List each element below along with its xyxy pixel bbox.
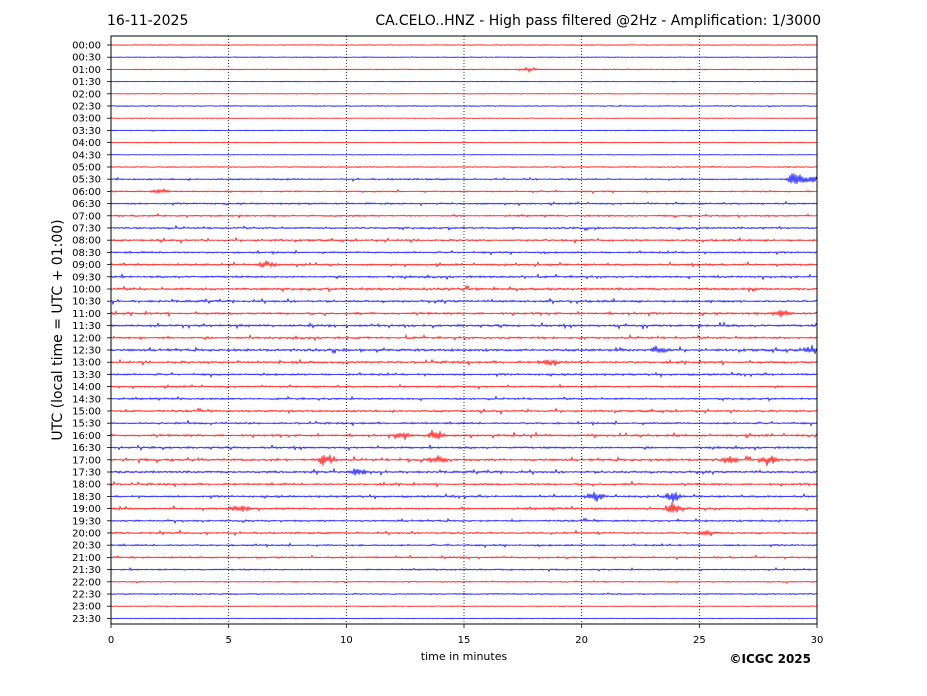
- trace-1430: [110, 395, 818, 402]
- row-label-0230: 02:30: [72, 102, 101, 113]
- row-label-1400: 14:00: [72, 382, 101, 393]
- trace-0500: [110, 165, 818, 169]
- row-label-2000: 20:00: [72, 529, 101, 540]
- x-tick-label-15: 15: [458, 635, 471, 646]
- row-label-2200: 22:00: [72, 577, 101, 588]
- row-label-0200: 02:00: [72, 89, 101, 100]
- date-label: 16-11-2025: [107, 13, 188, 29]
- trace-0630: [110, 200, 818, 207]
- row-label-1100: 11:00: [72, 309, 101, 320]
- trace-1830: [110, 492, 818, 503]
- x-tick-label-30: 30: [811, 635, 824, 646]
- trace-0530: [110, 173, 818, 185]
- row-label-1630: 16:30: [72, 443, 101, 454]
- row-label-1230: 12:30: [72, 346, 101, 357]
- row-label-1700: 17:00: [72, 455, 101, 466]
- row-label-0000: 00:00: [72, 41, 101, 52]
- row-label-1300: 13:00: [72, 358, 101, 369]
- x-ticks-group: 0 5 10 15 20 25 30: [108, 624, 824, 646]
- trace-1100: [110, 309, 818, 318]
- trace-1400: [110, 383, 818, 390]
- row-label-0600: 06:00: [72, 187, 101, 198]
- row-label-1500: 15:00: [72, 407, 101, 418]
- row-label-0330: 03:30: [72, 126, 101, 137]
- row-label-0430: 04:30: [72, 150, 101, 161]
- copyright-label: ©ICGC 2025: [729, 652, 811, 666]
- row-label-0100: 01:00: [72, 65, 101, 76]
- trace-1330: [110, 371, 818, 378]
- trace-1130: [110, 321, 818, 330]
- row-label-1600: 16:00: [72, 431, 101, 442]
- row-label-0630: 06:30: [72, 199, 101, 210]
- trace-1200: [110, 333, 818, 342]
- row-label-1530: 15:30: [72, 419, 101, 430]
- x-tick-label-5: 5: [225, 635, 231, 646]
- row-label-1200: 12:00: [72, 333, 101, 344]
- gridlines-group: [228, 36, 700, 624]
- row-label-0030: 00:30: [72, 53, 101, 64]
- trace-0600: [110, 187, 818, 195]
- trace-1930: [110, 517, 818, 525]
- x-tick-label-10: 10: [340, 635, 353, 646]
- trace-2000: [110, 529, 818, 537]
- y-axis-label: UTC (local time = UTC + 01:00): [50, 219, 66, 440]
- row-label-2100: 21:00: [72, 553, 101, 564]
- row-label-0700: 07:00: [72, 211, 101, 222]
- row-label-2130: 21:30: [72, 565, 101, 576]
- trace-2100: [110, 554, 818, 561]
- row-label-0400: 04:00: [72, 138, 101, 149]
- x-axis-label: time in minutes: [421, 650, 508, 663]
- row-label-0130: 01:30: [72, 77, 101, 88]
- row-label-2030: 20:30: [72, 541, 101, 552]
- trace-2130: [110, 566, 818, 573]
- row-label-2330: 23:30: [72, 614, 101, 625]
- row-label-0830: 08:30: [72, 248, 101, 259]
- traces-group: [110, 44, 818, 620]
- row-label-0730: 07:30: [72, 224, 101, 235]
- row-label-1130: 11:30: [72, 321, 101, 332]
- row-label-0930: 09:30: [72, 272, 101, 283]
- row-label-1030: 10:30: [72, 297, 101, 308]
- row-label-1730: 17:30: [72, 468, 101, 479]
- x-tick-label-0: 0: [108, 635, 114, 646]
- trace-0330: [110, 129, 818, 132]
- trace-0700: [110, 212, 818, 219]
- row-label-1830: 18:30: [72, 492, 101, 503]
- x-tick-label-20: 20: [575, 635, 588, 646]
- trace-1300: [110, 358, 818, 367]
- trace-0430: [110, 153, 818, 156]
- trace-2030: [110, 542, 818, 549]
- row-label-0300: 03:00: [72, 114, 101, 125]
- trace-1800: [110, 480, 818, 488]
- row-label-0900: 09:00: [72, 260, 101, 271]
- row-label-0500: 05:00: [72, 163, 101, 174]
- row-label-1900: 19:00: [72, 504, 101, 515]
- x-tick-label-25: 25: [693, 635, 706, 646]
- row-label-1930: 19:30: [72, 516, 101, 527]
- trace-1230: [110, 344, 818, 355]
- row-label-1800: 18:00: [72, 480, 101, 491]
- trace-0400: [110, 141, 818, 144]
- row-label-1330: 13:30: [72, 370, 101, 381]
- row-label-0800: 08:00: [72, 236, 101, 247]
- row-label-1000: 10:00: [72, 285, 101, 296]
- row-label-2300: 23:00: [72, 602, 101, 613]
- chart-title: CA.CELO..HNZ - High pass filtered @2Hz -…: [375, 13, 821, 29]
- row-label-1430: 14:30: [72, 394, 101, 405]
- row-label-0530: 05:30: [72, 175, 101, 186]
- row-label-2230: 22:30: [72, 590, 101, 601]
